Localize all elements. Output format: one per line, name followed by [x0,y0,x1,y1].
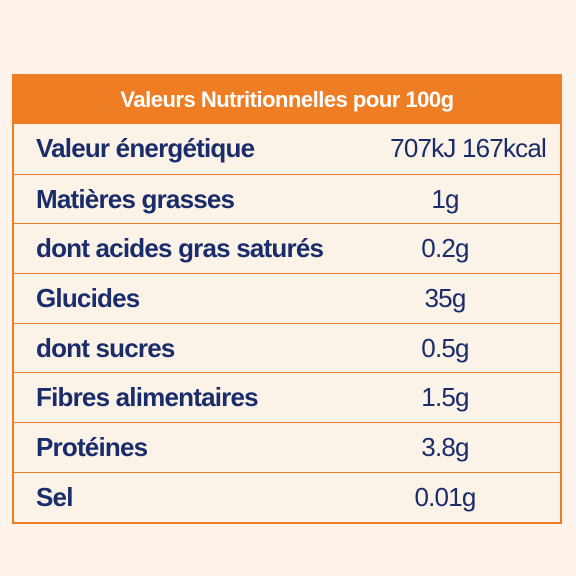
row-label: Glucides [36,282,140,313]
nutrition-table-title: Valeurs Nutritionnelles pour 100g [14,76,560,124]
nutrition-row-energy: Valeur énergétique 707kJ 167kcal [14,124,560,174]
row-label: Sel [36,481,73,512]
row-label: dont sucres [36,332,175,363]
nutrition-table: Valeurs Nutritionnelles pour 100g Valeur… [12,74,562,524]
row-value: 1.5g [421,382,469,413]
nutrition-row-carbohydrates: Glucides 35g [14,273,560,323]
row-label: Matières grasses [36,183,235,214]
nutrition-row-fibre: Fibres alimentaires 1.5g [14,372,560,422]
nutrition-row-saturated-fat: dont acides gras saturés 0.2g [14,223,560,273]
row-value: 1g [431,183,459,214]
row-value: 0.01g [414,481,476,512]
row-value: 35g [424,282,467,313]
row-label: Fibres alimentaires [36,382,259,413]
row-label: dont acides gras saturés [36,233,324,264]
nutrition-row-sugars: dont sucres 0.5g [14,322,560,373]
nutrition-row-fat: Matières grasses 1g [14,173,560,224]
row-value: 707kJ 167kcal [390,133,547,164]
row-value: 0.2g [421,233,469,264]
row-value: 3.8g [421,431,469,462]
nutrition-row-protein: Protéines 3.8g [14,422,560,472]
row-label: Valeur énergétique [36,133,255,164]
nutrition-row-salt: Sel 0.01g [14,471,560,522]
row-value: 0.5g [421,332,469,363]
row-label: Protéines [36,431,148,462]
